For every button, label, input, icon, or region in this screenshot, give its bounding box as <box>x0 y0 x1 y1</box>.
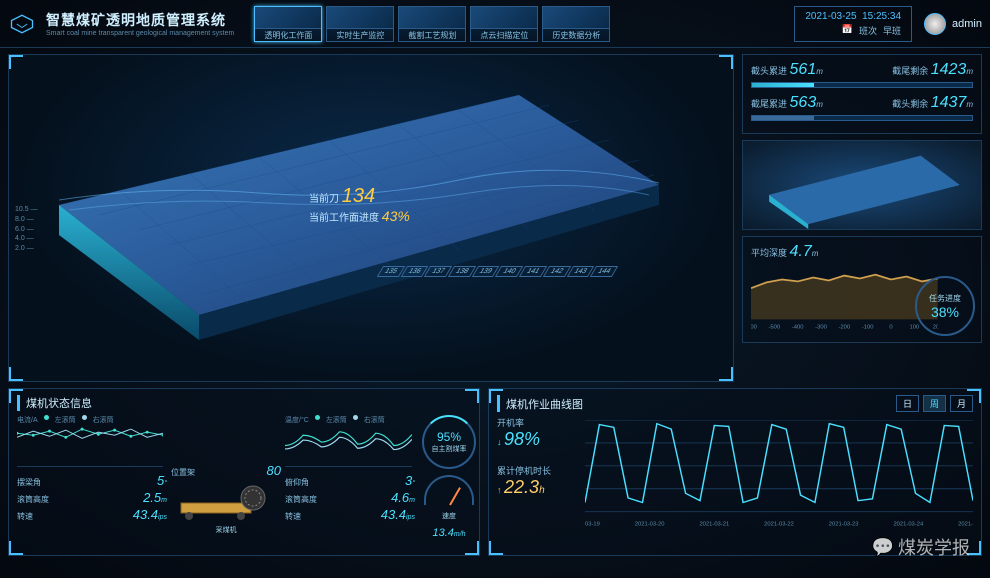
arrow-down-icon: ↓ <box>497 437 502 447</box>
svg-text:-400: -400 <box>792 325 804 331</box>
slice-markers: 135136137138139140141142143144 <box>375 265 619 278</box>
calendar-icon: 📅 <box>842 24 853 37</box>
side-panels: 截头累进 561m截尾剩余 1423m 截尾累进 563m截头剩余 1437m … <box>742 54 982 382</box>
svg-text:0: 0 <box>889 325 893 331</box>
svg-text:2021-03-24: 2021-03-24 <box>893 522 923 528</box>
current-chart <box>17 425 163 467</box>
nav-tab[interactable]: 点云扫描定位 <box>470 6 538 42</box>
svg-text:2021-03-21: 2021-03-21 <box>699 522 729 528</box>
nav-tab[interactable]: 透明化工作面 <box>254 6 322 42</box>
datetime: 2021-03-25 15:25:34 📅班次早班 <box>794 6 912 42</box>
mini-terrain <box>742 140 982 230</box>
temp-chart <box>285 425 412 467</box>
speedometer <box>424 475 474 505</box>
nav-tabs: 透明化工作面实时生产监控截割工艺规划点云扫描定位历史数据分析 <box>254 6 610 42</box>
title-en: Smart coal mine transparent geological m… <box>46 30 234 37</box>
svg-text:2021-03-22: 2021-03-22 <box>764 522 794 528</box>
depth-chart: -600-500-400-300-200-1000100200 <box>751 261 938 331</box>
logo-icon <box>8 10 36 38</box>
progress-bar-1 <box>751 82 973 88</box>
progress-bar-2 <box>751 115 973 121</box>
period-tabs: 日周月 <box>896 395 973 412</box>
user-block[interactable]: admin <box>924 13 982 35</box>
svg-text:2021-03-23: 2021-03-23 <box>829 522 859 528</box>
period-tab[interactable]: 日 <box>896 395 919 412</box>
avatar <box>924 13 946 35</box>
nav-tab[interactable]: 截割工艺规划 <box>398 6 466 42</box>
auto-rate-gauge: 95%自主割煤率 <box>422 415 476 469</box>
svg-text:-100: -100 <box>862 325 874 331</box>
y-scale: 10.5 —8.0 —6.0 —4.0 —2.0 — <box>15 205 38 254</box>
operation-panel: 煤机作业曲线图日周月 开机率↓ 98% 累计停机时长↑ 22.3h 2021-0… <box>488 388 982 556</box>
depth-panel: 平均深度 4.7m -600-500-400-300-200-100010020… <box>742 236 982 343</box>
svg-text:-200: -200 <box>838 325 850 331</box>
svg-text:-600: -600 <box>751 325 758 331</box>
svg-text:-300: -300 <box>815 325 827 331</box>
wechat-icon: 💬 <box>872 537 894 558</box>
svg-text:100: 100 <box>909 325 919 331</box>
title-cn: 智慧煤矿透明地质管理系统 <box>46 10 234 30</box>
status-panel: 煤机状态信息 电流/A左滚筒右滚筒 摆梁角5° 滚筒高度2.5m 转速43.4i… <box>8 388 480 556</box>
arrow-up-icon: ↑ <box>497 485 502 495</box>
svg-text:2021-03-25: 2021-03-25 <box>958 522 973 528</box>
callout: 当前刀 134 当前工作面进度 43% <box>309 185 410 224</box>
shearer-icon <box>171 478 271 523</box>
nav-tab[interactable]: 历史数据分析 <box>542 6 610 42</box>
period-tab[interactable]: 周 <box>923 395 946 412</box>
logo: 智慧煤矿透明地质管理系统 Smart coal mine transparent… <box>8 10 234 38</box>
svg-text:2021-03-20: 2021-03-20 <box>635 522 665 528</box>
header: 智慧煤矿透明地质管理系统 Smart coal mine transparent… <box>0 0 990 48</box>
svg-text:2021-03-19: 2021-03-19 <box>585 522 600 528</box>
progress-panel: 截头累进 561m截尾剩余 1423m 截尾累进 563m截头剩余 1437m <box>742 54 982 134</box>
task-gauge: 任务进度38% <box>915 276 975 336</box>
svg-text:-500: -500 <box>768 325 780 331</box>
watermark: 💬煤炭学报 <box>872 534 970 560</box>
nav-tab[interactable]: 实时生产监控 <box>326 6 394 42</box>
username: admin <box>952 18 982 30</box>
terrain-3d-view[interactable]: 10.5 —8.0 —6.0 —4.0 —2.0 — 当前刀 134 当前工作面… <box>8 54 734 382</box>
operation-chart: 2021-03-19 2021-03-20 2021-03-21 2021-03-22… <box>585 420 973 530</box>
